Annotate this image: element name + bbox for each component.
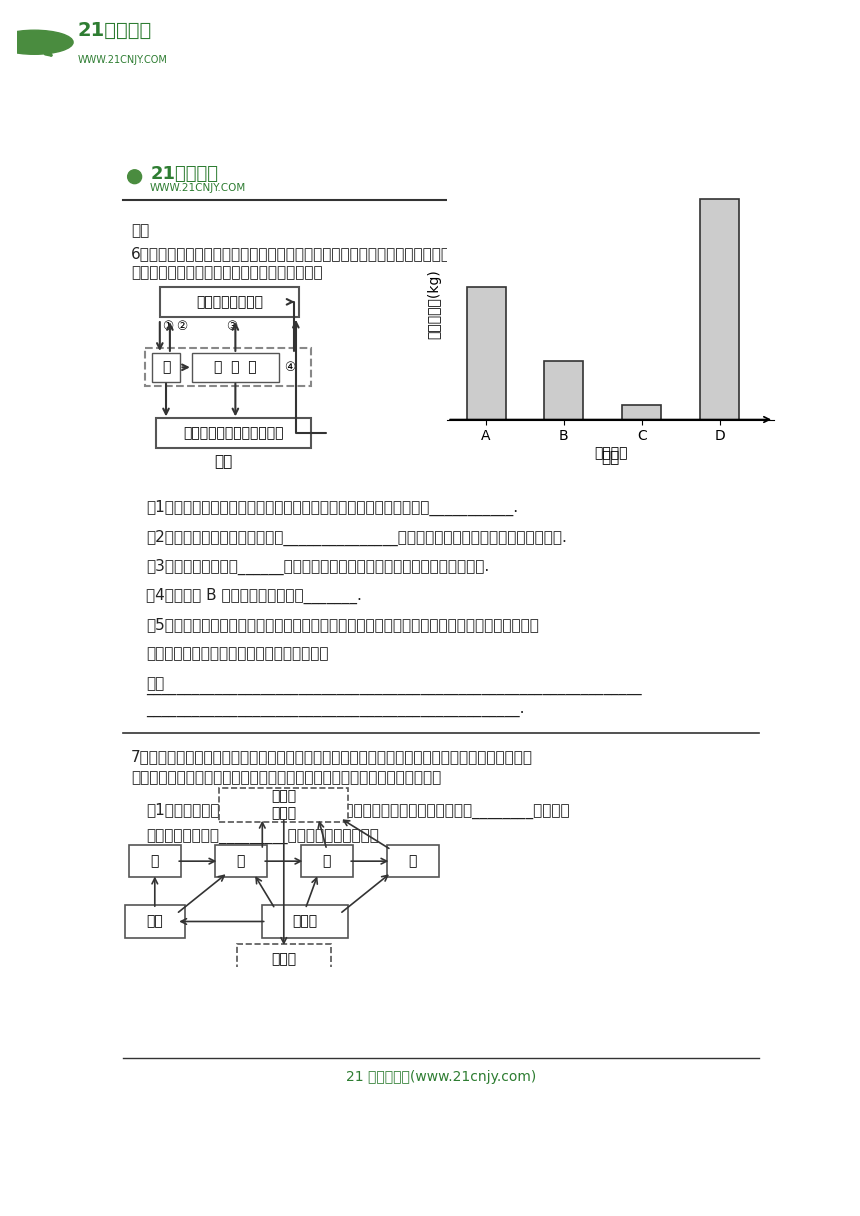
- Text: 牛: 牛: [408, 854, 417, 868]
- FancyBboxPatch shape: [157, 418, 310, 447]
- FancyBboxPatch shape: [129, 845, 181, 877]
- Text: 草: 草: [162, 360, 170, 375]
- Text: 式：: 式：: [146, 676, 164, 691]
- Text: 沼气池: 沼气池: [271, 952, 297, 967]
- FancyBboxPatch shape: [237, 944, 331, 974]
- Text: ①: ①: [163, 320, 174, 333]
- Text: WWW.21CNJY.COM: WWW.21CNJY.COM: [77, 55, 168, 66]
- Text: 21世纪教育: 21世纪教育: [77, 22, 151, 40]
- Bar: [700, 199, 739, 420]
- X-axis label: 生物种类: 生物种类: [594, 446, 627, 460]
- Text: WWW.21CNJY.COM: WWW.21CNJY.COM: [150, 182, 246, 193]
- Bar: [623, 405, 661, 420]
- Text: （2）随着鼠的捕食过程，食物的_______________进入它的体内并沿着食物链和食物网流动.: （2）随着鼠的捕食过程，食物的_______________进入它的体内并沿着食…: [146, 529, 567, 546]
- Text: （4）图二中 B 对应图一中的生物是_______.: （4）图二中 B 对应图一中的生物是_______.: [146, 587, 362, 604]
- Text: 农作物: 农作物: [292, 914, 318, 929]
- Text: 草、虫、鸡、牛、人组成的食物网如图所示。请运用所学知识分析回答问题：: 草、虫、鸡、牛、人组成的食物网如图所示。请运用所学知识分析回答问题：: [131, 771, 441, 786]
- Text: ③: ③: [226, 320, 237, 333]
- FancyBboxPatch shape: [151, 353, 181, 382]
- Text: 6．如图乙是某生态系统汇总物质循环以及各成分之间关系示意图，图二是图一的食物链中四种生物: 6．如图乙是某生态系统汇总物质循环以及各成分之间关系示意图，图二是图一的食物链中…: [131, 246, 533, 261]
- Text: _________________________________________________________________: ________________________________________…: [146, 680, 642, 694]
- Text: （3）图一中生理过程______（填序号）将光能转化为化学能，固定在有机物中.: （3）图一中生理过程______（填序号）将光能转化为化学能，固定在有机物中.: [146, 558, 489, 575]
- FancyBboxPatch shape: [160, 287, 299, 317]
- FancyBboxPatch shape: [262, 906, 348, 938]
- Bar: [467, 287, 506, 420]
- Text: 体内有机物总量的直方图，据图回答下列问题：: 体内有机物总量的直方图，据图回答下列问题：: [131, 265, 322, 280]
- Text: 鼠  蛇  鹰: 鼠 蛇 鹰: [214, 360, 256, 375]
- Text: 杂草: 杂草: [146, 914, 163, 929]
- Text: 物网中，碳主要以_________的形成沿食物链传递。: 物网中，碳主要以_________的形成沿食物链传递。: [146, 829, 379, 845]
- FancyBboxPatch shape: [215, 845, 267, 877]
- Text: 21世纪教育: 21世纪教育: [150, 165, 218, 184]
- Text: 虫: 虫: [150, 854, 159, 868]
- Text: 应积极倡导低碳生活，请举出一例低碳生活方: 应积极倡导低碳生活，请举出一例低碳生活方: [146, 647, 329, 662]
- Text: 7．某学校课外活动小组的同学们参观了省农科院的一个人工生态系统，此生态系统中由农作物、杂: 7．某学校课外活动小组的同学们参观了省农科院的一个人工生态系统，此生态系统中由农…: [131, 749, 532, 764]
- Text: 空气中的二氧化碳: 空气中的二氧化碳: [196, 294, 263, 309]
- FancyBboxPatch shape: [387, 845, 439, 877]
- Text: 图二: 图二: [601, 450, 620, 465]
- Bar: [544, 361, 583, 420]
- Text: （1）在生物学上，把二氧化碳、鼠等影响草生活和分布的因素统称为___________.: （1）在生物学上，把二氧化碳、鼠等影响草生活和分布的因素统称为_________…: [146, 500, 519, 517]
- Text: （1）在该食物网中共包含________条食链，其中属于三级消费者的生物是________。在该食: （1）在该食物网中共包含________条食链，其中属于三级消费者的生物是___…: [146, 803, 570, 818]
- Text: 中小学教育资源及组卷应用平台: 中小学教育资源及组卷应用平台: [646, 191, 751, 203]
- Y-axis label: 有机物总量(kg): 有机物总量(kg): [427, 269, 442, 339]
- Text: _________________________________________________.: ________________________________________…: [146, 703, 525, 717]
- FancyBboxPatch shape: [192, 353, 279, 382]
- Text: ②: ②: [176, 320, 187, 333]
- FancyBboxPatch shape: [219, 788, 348, 822]
- Text: 人: 人: [322, 854, 331, 868]
- FancyBboxPatch shape: [301, 845, 353, 877]
- Text: 图一: 图一: [215, 454, 233, 469]
- Text: 残枝、败叶、尸体、粪便等: 残枝、败叶、尸体、粪便等: [183, 426, 284, 440]
- Text: 鸡: 鸡: [237, 854, 245, 868]
- Text: 粪便等
废弃物: 粪便等 废弃物: [271, 789, 297, 820]
- Circle shape: [127, 170, 142, 184]
- FancyBboxPatch shape: [125, 906, 185, 938]
- Circle shape: [0, 30, 73, 55]
- Text: （5）由于过度放牧、滥砍乱伐，煤和是由的用量剧增造成温室效应，破坏了生态系统，因此我们: （5）由于过度放牧、滥砍乱伐，煤和是由的用量剧增造成温室效应，破坏了生态系统，因…: [146, 618, 539, 632]
- Text: ④: ④: [284, 361, 296, 373]
- Text: 21 世纪教育网(www.21cnjy.com): 21 世纪教育网(www.21cnjy.com): [346, 1070, 536, 1083]
- Text: 的。: 的。: [131, 223, 149, 238]
